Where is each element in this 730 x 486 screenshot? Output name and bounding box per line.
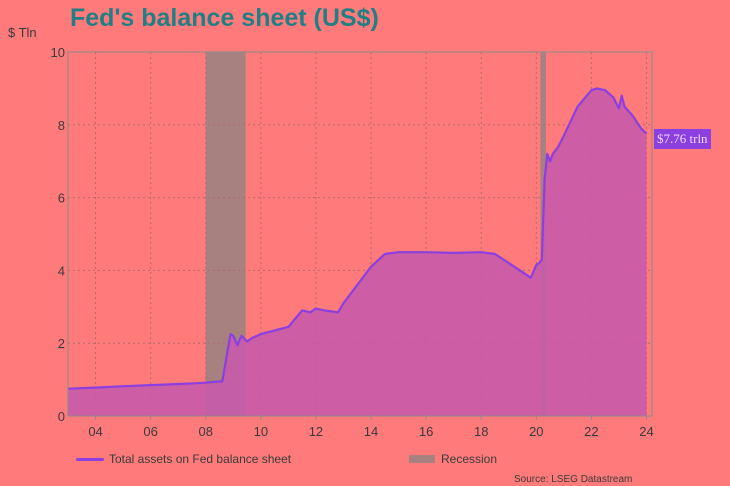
y-axis-unit-label: $ Tln <box>8 25 37 40</box>
legend-series-swatch <box>76 457 104 461</box>
x-tick-label-24: 24 <box>639 424 653 439</box>
y-tick-label-8: 8 <box>58 118 65 133</box>
last-value-label: $7.76 trln <box>654 129 711 149</box>
x-tick-label-06: 06 <box>143 424 157 439</box>
x-tick-label-14: 14 <box>364 424 378 439</box>
y-tick-label-4: 4 <box>58 263 65 278</box>
x-tick-label-16: 16 <box>419 424 433 439</box>
x-tick-label-18: 18 <box>474 424 488 439</box>
legend-recession-swatch <box>409 455 435 463</box>
legend-recession: Recession <box>409 452 497 466</box>
x-tick-label-12: 12 <box>309 424 323 439</box>
x-tick-label-20: 20 <box>529 424 543 439</box>
y-tick-label-6: 6 <box>58 191 65 206</box>
y-tick-label-10: 10 <box>51 45 65 60</box>
y-tick-label-0: 0 <box>58 409 65 424</box>
x-tick-label-22: 22 <box>584 424 598 439</box>
series-area-total-assets <box>68 88 647 417</box>
legend-recession-label: Recession <box>441 452 498 466</box>
x-axis-ticks: 04 06 08 10 12 14 16 18 20 22 24 <box>88 416 654 439</box>
x-tick-label-08: 08 <box>199 424 213 439</box>
y-axis-ticks: 0 2 4 6 8 10 <box>51 45 65 424</box>
x-tick-label-04: 04 <box>88 424 102 439</box>
chart-title: Fed's balance sheet (US$) <box>70 4 379 32</box>
series-line-total-assets <box>67 87 648 390</box>
legend-series: Total assets on Fed balance sheet <box>76 452 291 466</box>
x-tick-label-10: 10 <box>254 424 268 439</box>
y-tick-label-2: 2 <box>58 336 65 351</box>
series-layer <box>67 87 648 417</box>
legend-series-label: Total assets on Fed balance sheet <box>109 452 292 466</box>
plot-frame <box>67 51 653 417</box>
source-note: Source: LSEG Datastream <box>514 474 633 485</box>
